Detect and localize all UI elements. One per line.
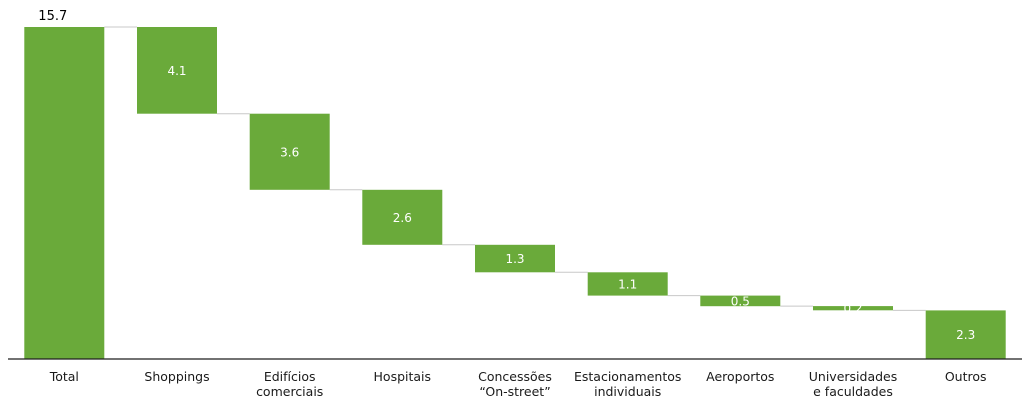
bar-0 — [24, 27, 105, 359]
value-label-1: 4.1 — [167, 64, 186, 78]
bar-7 — [813, 306, 893, 311]
bar-5 — [587, 272, 668, 296]
value-label-0: 15.7 — [38, 9, 67, 24]
bar-2 — [249, 113, 330, 190]
category-label-6: Aeroportos — [706, 369, 774, 384]
value-label-3: 2.6 — [393, 211, 412, 225]
value-label-8: 2.3 — [956, 328, 975, 342]
value-label-5: 1.1 — [618, 277, 637, 291]
category-label-3: Hospitais — [374, 369, 432, 384]
value-label-6: 0.5 — [731, 294, 750, 308]
bar-3 — [362, 189, 443, 245]
category-label-0: Total — [49, 369, 79, 384]
category-label-1: Shoppings — [144, 369, 209, 384]
category-label-4: Concessões “On-street” — [478, 369, 552, 399]
category-label-7: Universidades e faculdades — [809, 369, 898, 399]
bar-4 — [475, 244, 555, 273]
bar-1 — [137, 27, 217, 114]
value-label-2: 3.6 — [280, 145, 299, 159]
value-label-4: 1.3 — [505, 252, 524, 266]
category-label-8: Outros — [945, 369, 987, 384]
bar-8 — [925, 310, 1006, 359]
bar-6 — [700, 295, 781, 307]
category-label-2: Edifícios comerciais — [256, 369, 323, 399]
value-label-7: 0.2 — [843, 302, 862, 316]
bars — [24, 27, 1006, 359]
value-labels: 15.7 4.1 3.6 2.6 1.3 1.1 0.5 0.2 2.3 — [38, 9, 975, 342]
category-label-5: Estacionamentos individuais — [574, 369, 681, 399]
connector-lines — [104, 26, 926, 311]
category-labels: Total Shoppings Edifícios comerciais Hospita… — [49, 369, 987, 399]
